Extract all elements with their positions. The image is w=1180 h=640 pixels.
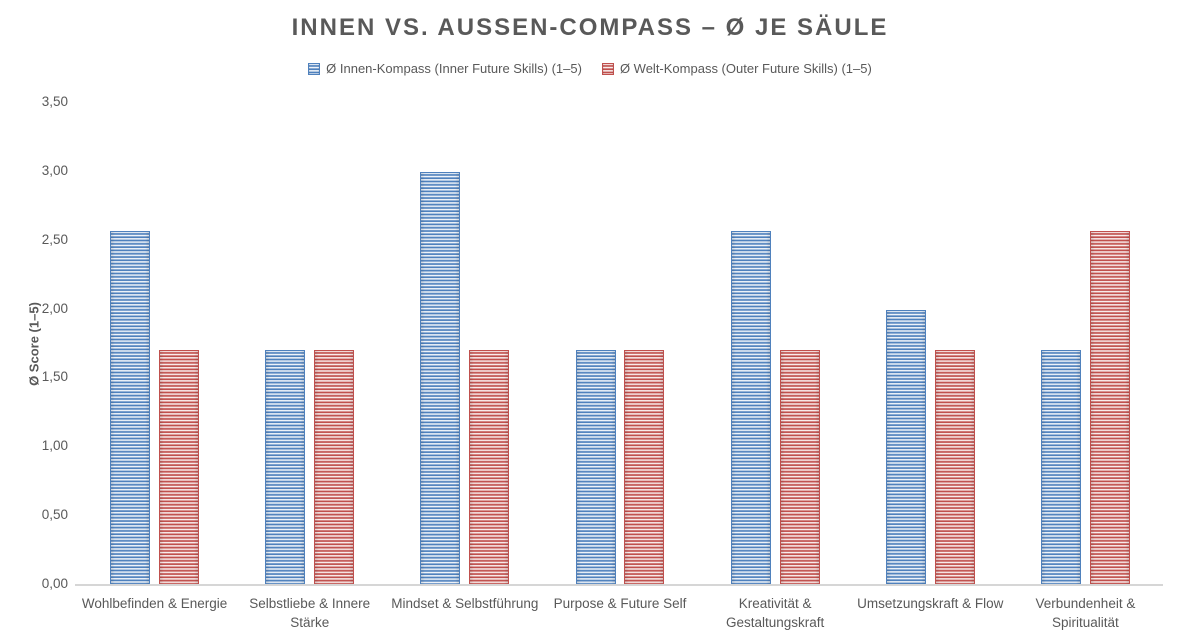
y-tick-label: 0,50 <box>41 507 68 523</box>
y-tick-label: 3,50 <box>41 94 68 109</box>
legend: Ø Innen-Kompass (Inner Future Skills) (1… <box>0 61 1180 76</box>
bar-outer-4[interactable] <box>779 349 820 585</box>
legend-label: Ø Innen-Kompass (Inner Future Skills) (1… <box>326 61 582 76</box>
bar-inner-1[interactable] <box>265 349 306 585</box>
bar-inner-3[interactable] <box>575 349 616 585</box>
bar-inner-0[interactable] <box>110 231 151 585</box>
legend-item-outer[interactable]: Ø Welt-Kompass (Outer Future Skills) (1–… <box>601 61 872 76</box>
y-tick-label: 1,00 <box>41 438 68 454</box>
bar-outer-6[interactable] <box>1089 231 1130 585</box>
x-axis-line <box>75 584 1163 586</box>
x-category-label: Mindset & Selbstführung <box>391 596 539 611</box>
bar-inner-4[interactable] <box>730 231 771 585</box>
legend-swatch-icon <box>308 62 321 75</box>
x-category-label: Verbundenheit & Spiritualität <box>1035 596 1136 630</box>
x-category-label: Purpose & Future Self <box>553 596 687 611</box>
bar-inner-6[interactable] <box>1041 349 1082 585</box>
x-category-label: Kreativität & Gestaltungskraft <box>725 596 825 630</box>
bar-outer-1[interactable] <box>314 349 355 585</box>
bar-inner-2[interactable] <box>420 171 461 585</box>
bar-outer-0[interactable] <box>158 349 199 585</box>
x-category-label: Selbstliebe & Innere Stärke <box>249 596 371 630</box>
y-tick-label: 0,00 <box>41 576 68 591</box>
bar-outer-3[interactable] <box>624 349 665 585</box>
bar-outer-2[interactable] <box>469 349 510 585</box>
y-tick-label: 2,50 <box>41 231 68 247</box>
y-tick-label: 1,50 <box>41 369 68 385</box>
y-tick-label: 3,00 <box>41 162 68 178</box>
legend-swatch-icon <box>601 62 614 75</box>
x-category-label: Umsetzungskraft & Flow <box>857 596 1004 611</box>
bar-outer-5[interactable] <box>934 349 975 585</box>
legend-item-inner[interactable]: Ø Innen-Kompass (Inner Future Skills) (1… <box>308 61 582 76</box>
legend-label: Ø Welt-Kompass (Outer Future Skills) (1–… <box>619 61 872 76</box>
y-tick-label: 2,00 <box>41 300 68 316</box>
x-category-label: Wohlbefinden & Energie <box>81 596 228 611</box>
bar-inner-5[interactable] <box>885 309 926 585</box>
chart-title: INNEN VS. AUSSEN-COMPASS – Ø JE SÄULE <box>291 14 889 41</box>
